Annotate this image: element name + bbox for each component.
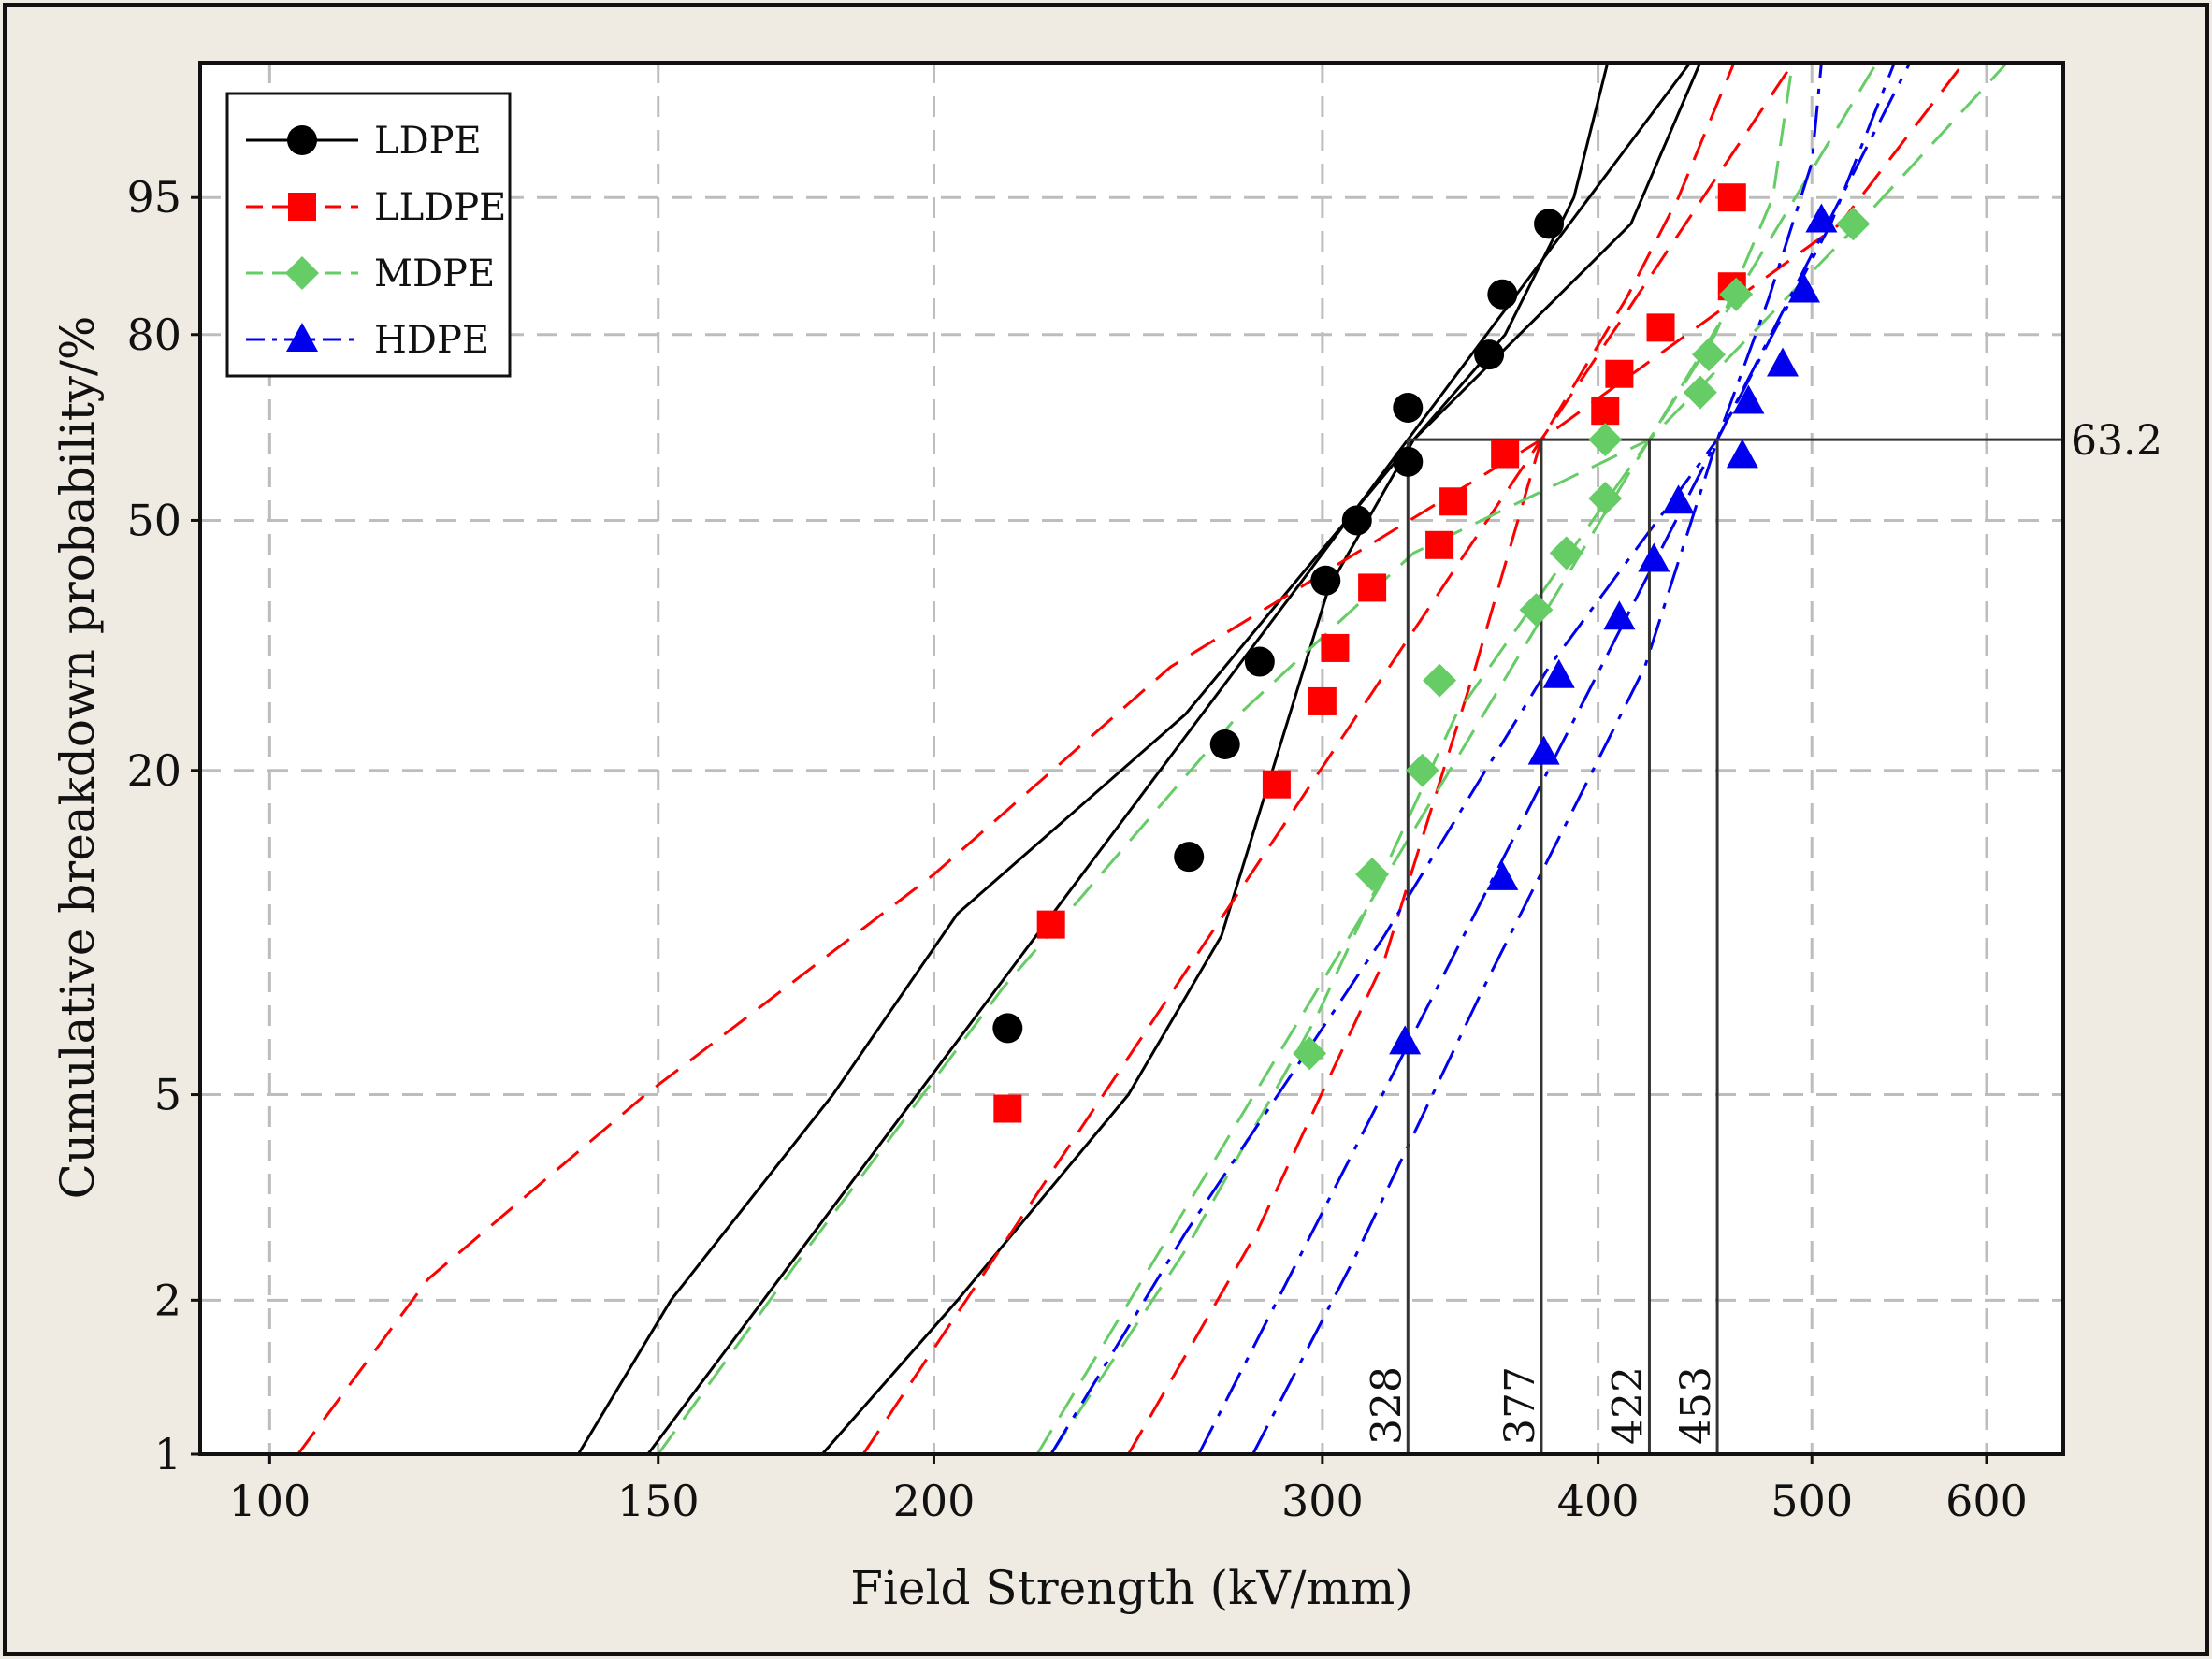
lldpe-data-point [1439,487,1468,516]
mdpe-data-point [1683,375,1717,410]
y-tick-label: 1 [154,1429,181,1479]
hdpe-data-point [1486,860,1519,890]
mdpe-data-point [1588,423,1623,457]
y-tick-label: 2 [154,1275,181,1325]
legend-marker-hdpe [286,323,318,352]
ldpe-data-point [1534,209,1565,239]
lldpe-data-point [1646,313,1675,342]
y-tick-label: 95 [126,172,181,223]
x-tick-label: 400 [1557,1476,1640,1526]
x-tick-label: 150 [617,1476,700,1526]
mdpe-data-point [1405,753,1439,787]
lldpe-data-point [1262,770,1291,799]
ldpe-data-point [1487,279,1518,310]
mdpe-ci-lower [657,61,2009,1455]
x-tick-label: 600 [1945,1476,2028,1526]
lldpe-data-point [1308,686,1337,715]
x-tick-label: 100 [228,1476,311,1526]
mdpe-data-point [1519,593,1554,628]
y-tick-label: 5 [154,1070,181,1120]
reference-line-label: 63.2 [2071,417,2162,465]
axes: 100 150 200 300 400 500 600 1 2 5 20 50 80 95 [126,172,2027,1526]
legend-marker-ldpe [287,125,317,155]
characteristic-strength-label: 328 [1363,1366,1410,1445]
hdpe-ci-upper [1251,62,1823,1455]
x-tick-label: 300 [1281,1476,1364,1526]
characteristic-strength-label: 422 [1604,1366,1652,1445]
lldpe-data-point [1036,910,1065,939]
ldpe-ci-lower [577,62,1702,1455]
characteristic-strength-label: 453 [1672,1366,1720,1445]
lldpe-data-point [1358,573,1387,602]
y-tick-label: 50 [126,495,181,545]
legend-label-lldpe: LLDPE [374,186,506,229]
ldpe-data-point [1393,446,1424,477]
mdpe-data-point [1588,481,1623,515]
y-axis-label: Cumulative breakdown probability/% [51,316,105,1200]
y-tick-label: 80 [126,310,181,360]
lldpe-data-point [1491,440,1520,469]
characteristic-strength-label: 377 [1496,1366,1544,1445]
legend-label-mdpe: MDPE [374,252,495,296]
hdpe-data-point [1662,484,1695,514]
lldpe-data-point [1321,633,1350,662]
lldpe-ci-lower [296,62,1965,1455]
mdpe-data-point [1293,1036,1327,1071]
hdpe-data-point [1767,347,1800,377]
mdpe-data-point [1719,277,1754,311]
lldpe-data-point [1591,397,1620,426]
hdpe-data-point [1527,735,1560,765]
lldpe-data-point [993,1094,1022,1123]
hdpe-fit-line [1197,62,1912,1455]
series-layer: 63.2 328 377 422 453 [296,61,2162,1455]
mdpe-ci-upper [1049,62,1794,1455]
plot-frame [198,61,2065,1456]
mdpe-fit-line [1035,62,1878,1455]
hdpe-data-point [1726,439,1758,469]
legend-label-ldpe: LDPE [374,120,482,163]
legend: LDPE LLDPE MDPE HDPE [225,92,512,378]
mdpe-data-point [1836,207,1871,241]
lldpe-ci-upper [1127,62,1736,1455]
ldpe-data-point [992,1013,1023,1044]
hdpe-data-point [1389,1025,1422,1055]
hdpe-data-point [1542,658,1575,688]
ldpe-data-point [1341,505,1372,536]
hdpe-data-point [1805,203,1838,233]
legend-marker-lldpe [288,193,316,221]
x-tick-label: 500 [1771,1476,1853,1526]
hdpe-data-point [1732,384,1765,414]
lldpe-data-point [1605,359,1634,388]
ldpe-data-point [1393,392,1424,423]
mdpe-data-point [1355,857,1390,891]
mdpe-data-point [1691,338,1726,372]
ldpe-data-point [1174,842,1205,873]
x-tick-label: 200 [893,1476,976,1526]
lldpe-data-point [1425,530,1454,559]
mdpe-data-point [1423,663,1457,698]
legend-marker-mdpe [285,256,319,290]
hdpe-data-point [1603,600,1636,630]
ldpe-data-point [1244,646,1275,677]
mdpe-data-point [1549,536,1583,570]
ldpe-data-point [1209,729,1240,760]
lldpe-data-point [1717,183,1746,212]
legend-label-hdpe: HDPE [374,319,489,362]
ldpe-data-point [1310,565,1341,596]
hdpe-data-point [1638,542,1670,572]
y-tick-label: 20 [126,745,181,796]
hdpe-data-point [1787,273,1820,303]
ldpe-data-point [1474,339,1505,370]
outer-frame [3,3,2209,1656]
x-axis-label: Field Strength (kV/mm) [850,1561,1413,1615]
